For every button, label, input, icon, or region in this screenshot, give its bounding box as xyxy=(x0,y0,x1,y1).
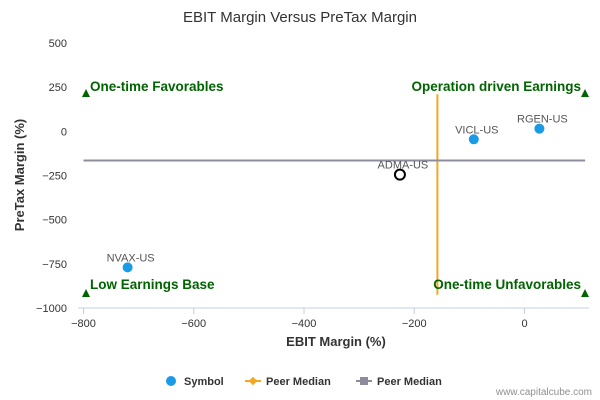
point-label-nvax-us: NVAX-US xyxy=(107,252,155,264)
x-tick-label: −400 xyxy=(292,318,317,330)
chart-title: EBIT Margin Versus PreTax Margin xyxy=(183,9,417,26)
plot-area: −800 −600 −400 −200 0 500 250 0 −250 −500 −750 −100… xyxy=(36,38,589,330)
data-point-rgen-us[interactable] xyxy=(534,123,545,134)
data-point-adma-us[interactable] xyxy=(393,168,406,181)
legend-item-peer-median-y[interactable]: Peer Median xyxy=(356,376,442,388)
y-tick-label: −1000 xyxy=(36,303,67,315)
data-point-nvax-us[interactable] xyxy=(122,262,133,273)
y-tick-label: 500 xyxy=(49,38,67,50)
quadrant-label-top-right: Operation driven Earnings xyxy=(411,79,581,94)
legend-item-peer-median-x[interactable]: Peer Median xyxy=(245,376,331,388)
y-tick-label: −500 xyxy=(42,215,67,227)
quadrant-triangle-marker xyxy=(581,89,589,97)
x-axis-title: EBIT Margin (%) xyxy=(286,334,386,349)
legend-label-peer-median-y: Peer Median xyxy=(377,376,442,388)
y-tick-label: −250 xyxy=(42,171,67,183)
legend-marker-peer-median-x xyxy=(248,376,258,386)
quadrant-label-top-left: One-time Favorables xyxy=(90,79,224,94)
quadrant-triangle-marker xyxy=(581,289,589,297)
x-tick-label: −600 xyxy=(181,318,206,330)
legend-marker-peer-median-y xyxy=(360,377,368,385)
point-label-adma-us: ADMA-US xyxy=(378,160,429,172)
quadrant-label-bottom-right: One-time Unfavorables xyxy=(433,277,581,292)
y-tick-label: 0 xyxy=(61,126,67,138)
legend-item-symbol[interactable]: Symbol xyxy=(166,376,224,388)
quadrant-label-bottom-left: Low Earnings Base xyxy=(90,277,215,292)
y-axis-title: PreTax Margin (%) xyxy=(12,119,27,231)
point-label-rgen-us: RGEN-US xyxy=(517,114,568,126)
x-tick-label: −200 xyxy=(402,318,427,330)
y-tick-label: 250 xyxy=(49,82,67,94)
y-tick-label: −750 xyxy=(42,259,67,271)
data-point-vicl-us[interactable] xyxy=(468,134,479,145)
legend: Symbol Peer Median Peer Median xyxy=(166,376,442,388)
quadrant-triangle-marker xyxy=(82,89,90,97)
x-tick-label: 0 xyxy=(521,318,527,330)
point-label-vicl-us: VICL-US xyxy=(455,124,498,136)
legend-label-peer-median-x: Peer Median xyxy=(266,376,331,388)
legend-label-symbol: Symbol xyxy=(184,376,224,388)
site-credit: www.capitalcube.com xyxy=(495,387,592,398)
quadrant-triangle-marker xyxy=(82,289,90,297)
x-tick-label: −800 xyxy=(71,318,96,330)
legend-marker-symbol xyxy=(166,376,176,386)
